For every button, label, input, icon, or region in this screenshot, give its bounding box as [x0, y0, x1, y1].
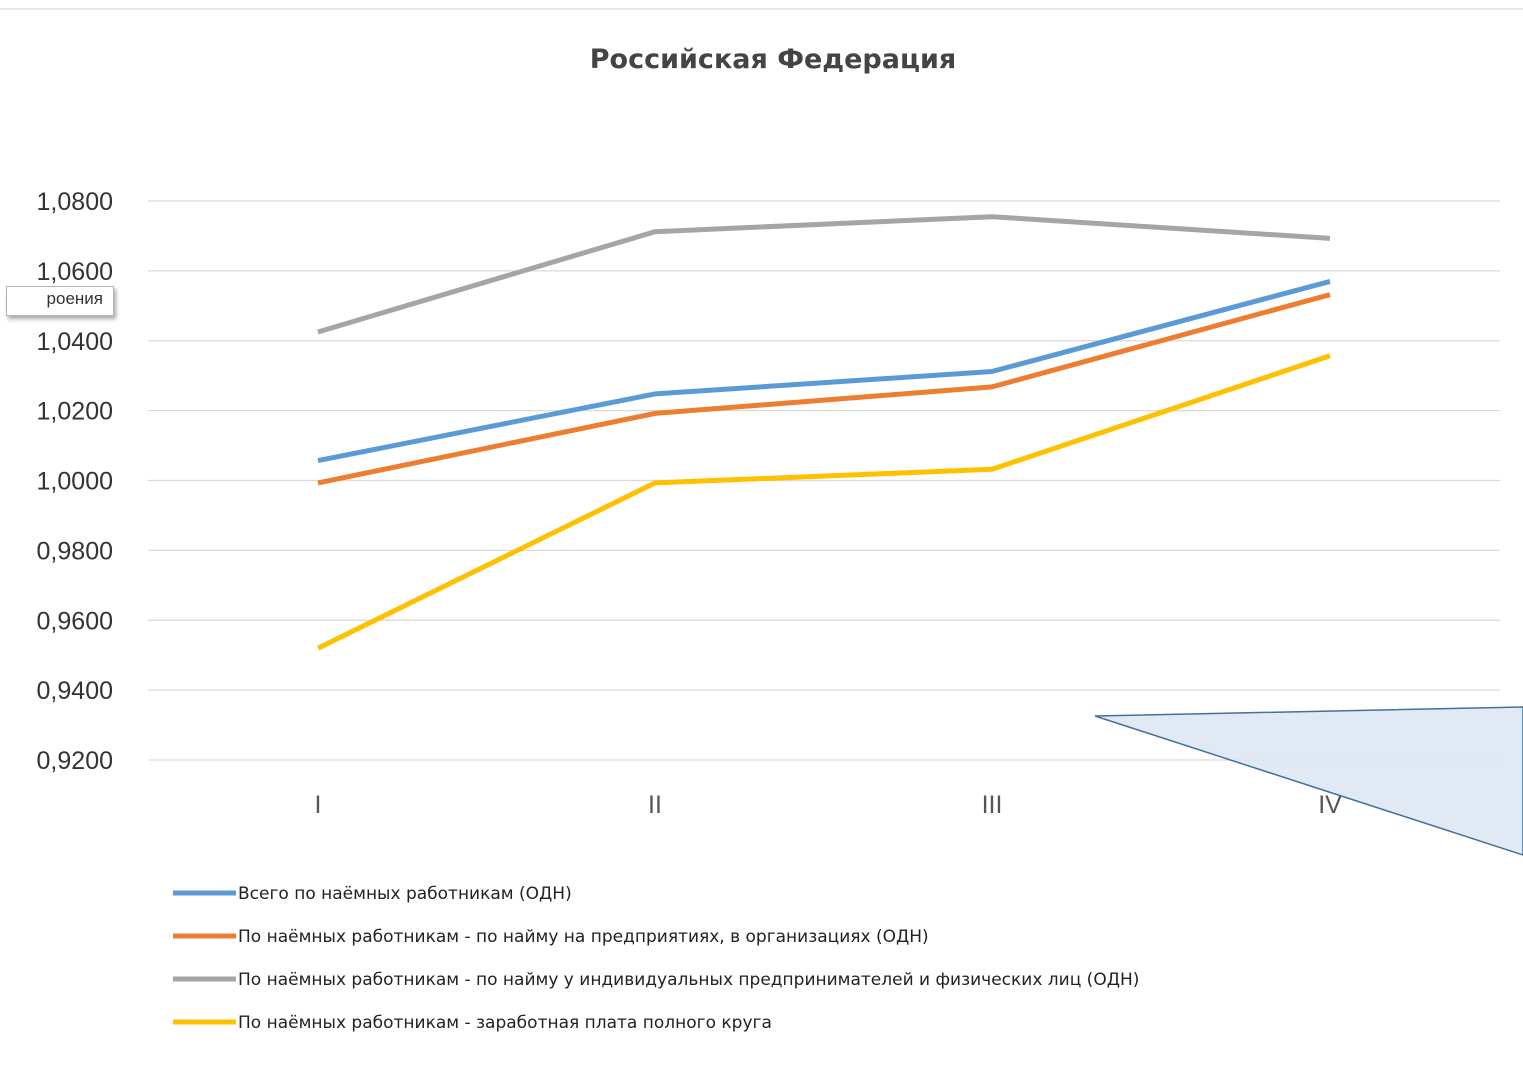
y-tick-label: 1,0000: [37, 468, 113, 496]
x-tick-label: I: [315, 791, 322, 819]
y-tick-label: 0,9400: [37, 677, 113, 705]
chart-title: Российская Федерация: [590, 44, 957, 75]
series-lines: [316, 214, 1331, 651]
callout-shape[interactable]: [1094, 706, 1523, 856]
series-line-1[interactable]: [317, 278, 1331, 464]
series-line-3[interactable]: [317, 214, 1331, 335]
y-tick-label: 0,9600: [37, 607, 113, 635]
y-axis-ticks: 1,0800 1,0600 1,0400 1,0200 1,0000 0,9800 0,96…: [37, 188, 113, 775]
x-axis-ticks: I II III IV: [315, 791, 1343, 819]
x-tick-label: IV: [1318, 791, 1342, 819]
y-tick-label: 1,0200: [37, 398, 113, 426]
y-tick-label: 1,0400: [37, 328, 113, 356]
tooltip-text: роения: [46, 289, 103, 308]
x-tick-label: III: [982, 791, 1003, 819]
y-tick-label: 1,0600: [37, 258, 113, 286]
legend-label: По наёмных работникам - по найму на пред…: [238, 927, 929, 947]
legend-label: По наёмных работникам - по найму у индив…: [238, 970, 1139, 990]
legend: Всего по наёмных работникам (ОДН) По наём…: [173, 884, 1139, 1033]
y-tick-label: 1,0800: [37, 188, 113, 216]
legend-label: Всего по наёмных работникам (ОДН): [238, 884, 572, 904]
series-line-2[interactable]: [317, 292, 1331, 486]
y-tick-label: 0,9200: [37, 747, 113, 775]
gridlines: [148, 200, 1500, 761]
series-line-4[interactable]: [316, 353, 1331, 651]
tooltip: роения: [6, 286, 114, 316]
legend-label: По наёмных работникам - заработная плата…: [238, 1013, 772, 1033]
y-tick-label: 0,9800: [37, 537, 113, 565]
x-tick-label: II: [648, 791, 662, 819]
